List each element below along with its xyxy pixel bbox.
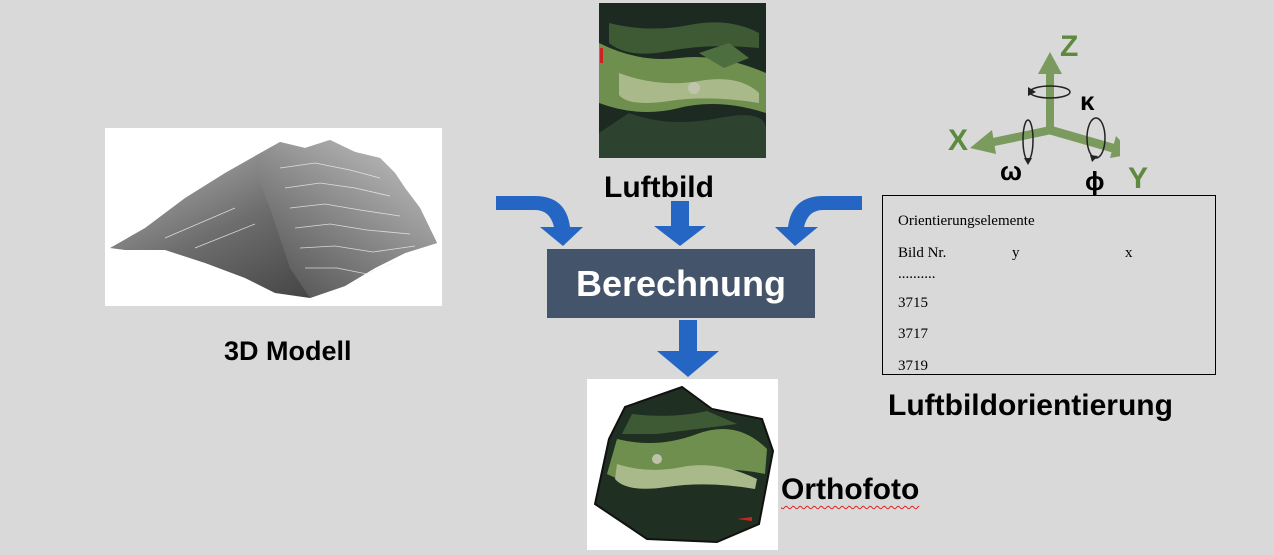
axis-label-z: Z [1060, 30, 1079, 63]
orientation-label: Luftbildorientierung [888, 389, 1173, 422]
terrain-model-image [105, 128, 442, 306]
table-col-bild: Bild Nr. [898, 245, 947, 261]
table-title: Orientierungselemente [898, 213, 1035, 229]
table-row: 3719 [898, 358, 928, 374]
calculation-label: Berechnung [575, 262, 787, 304]
calculation-box: Berechnung [547, 249, 815, 318]
coordinate-axes [970, 52, 1120, 165]
table-row: 3715 [898, 295, 928, 311]
table-col-x: x [1125, 245, 1133, 261]
arrow-from-model [496, 196, 583, 246]
angle-label-omega: ω [1000, 156, 1022, 186]
axis-label-x: X [948, 124, 969, 157]
arrow-from-orientation [775, 196, 862, 246]
axis-label-y: Y [1128, 162, 1149, 195]
table-col-y: y [1012, 245, 1020, 261]
orientation-table: Orientierungselemente Bild Nr. y x .....… [882, 195, 1216, 375]
table-row: 3717 [898, 326, 928, 342]
orthophoto-image [587, 379, 778, 550]
aerial-photo-image [599, 3, 767, 158]
angle-label-phi: ϕ [1085, 166, 1105, 196]
table-dots: .......... [898, 266, 936, 282]
ortho-label: Orthofoto [781, 473, 919, 507]
model-label: 3D Modell [224, 336, 352, 366]
ortho-label-text: Orthofoto [781, 473, 920, 506]
arrow-from-aerial [654, 201, 706, 246]
arrow-to-ortho [657, 320, 719, 377]
aerial-label: Luftbild [604, 171, 714, 204]
angle-label-kappa: κ [1080, 86, 1095, 116]
